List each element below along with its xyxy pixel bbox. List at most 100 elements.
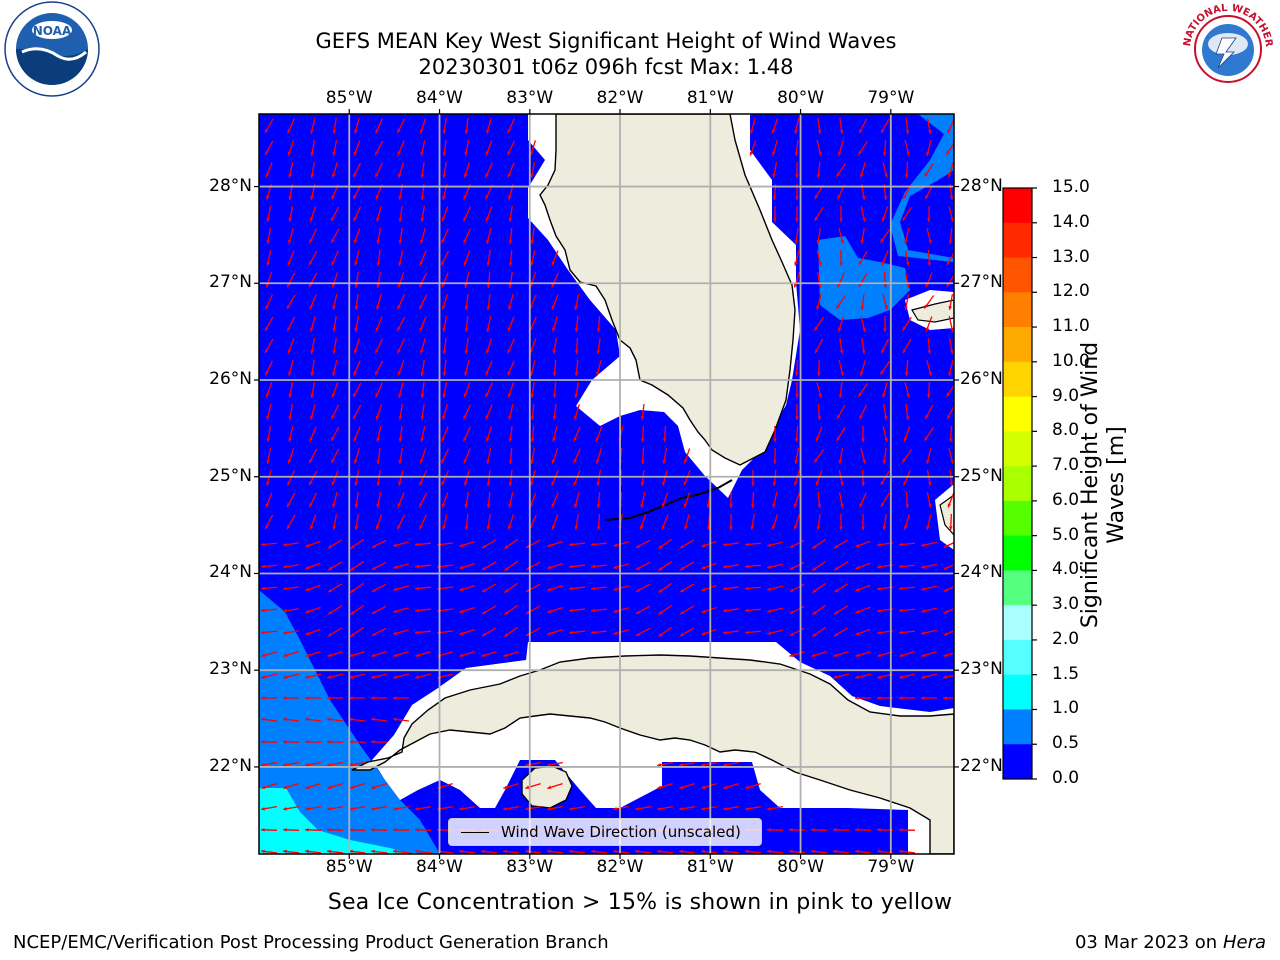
wave-arrow-head xyxy=(793,525,798,530)
wave-arrow-head xyxy=(376,262,381,266)
wave-arrow-head xyxy=(327,717,331,722)
lon-label-bottom: 83°W xyxy=(506,857,554,877)
wave-arrow-head xyxy=(420,196,425,200)
wave-arrow-head xyxy=(353,415,357,420)
wave-arrow-head xyxy=(525,849,529,854)
wave-arrow-head xyxy=(353,349,358,354)
lat-label-left: 26°N xyxy=(209,369,252,389)
wave-arrow-head xyxy=(795,416,799,420)
wave-arrow-head xyxy=(371,806,375,811)
wave-arrow-head xyxy=(442,195,446,200)
wave-arrow-head xyxy=(507,151,511,156)
lon-label-bottom: 80°W xyxy=(777,857,825,877)
wave-arrow-head xyxy=(772,482,777,486)
wave-arrow-head xyxy=(283,586,287,591)
wave-arrow-head xyxy=(331,261,335,266)
colorbar-tick-label: 0.0 xyxy=(1052,768,1080,788)
wave-arrow-head xyxy=(948,240,953,244)
wave-arrow-head xyxy=(309,459,313,464)
wave-arrow-head xyxy=(415,653,420,658)
wave-arrow-head xyxy=(551,305,556,310)
wave-arrow-head xyxy=(812,545,817,549)
wave-arrow-head xyxy=(551,283,555,288)
wave-arrow-head xyxy=(441,481,445,486)
wave-arrow-head xyxy=(353,371,357,376)
wave-arrow-head xyxy=(327,740,331,744)
lat-label-left: 27°N xyxy=(209,272,252,293)
wave-arrow-head xyxy=(816,240,821,244)
wave-arrow-head xyxy=(926,394,931,398)
wave-arrow-head xyxy=(596,482,601,486)
wave-arrow-head xyxy=(839,526,843,530)
wave-arrow-head xyxy=(833,849,837,854)
wave-arrow-head xyxy=(305,609,310,614)
wave-arrow-head xyxy=(265,525,269,530)
lon-label-top: 80°W xyxy=(777,88,825,108)
wave-arrow-head xyxy=(833,653,838,658)
wave-arrow-head xyxy=(486,327,490,332)
wave-arrow-head xyxy=(883,328,887,332)
wave-arrow-head xyxy=(486,482,491,486)
wave-arrow-head xyxy=(569,542,573,547)
wave-arrow-head xyxy=(350,545,355,549)
wave-arrow-head xyxy=(861,438,865,442)
wave-arrow-head xyxy=(327,806,331,811)
wave-arrow-head xyxy=(793,503,798,508)
wave-arrow-head xyxy=(613,609,618,613)
wave-arrow-head xyxy=(657,849,661,854)
wave-arrow-head xyxy=(880,370,885,375)
wave-arrow-head xyxy=(596,504,601,508)
wave-arrow-head xyxy=(530,173,534,178)
wave-arrow-head xyxy=(327,828,331,832)
wave-arrow-head xyxy=(375,349,379,354)
wave-arrow-head xyxy=(287,481,291,486)
wave-arrow-head xyxy=(508,262,513,266)
colorbar-swatch xyxy=(1003,257,1032,293)
colorbar-swatch xyxy=(1003,674,1032,710)
wave-arrow-head xyxy=(530,438,535,442)
wave-arrow-head xyxy=(858,260,863,265)
wave-arrow-head xyxy=(397,525,401,530)
wave-arrow-head xyxy=(393,675,398,679)
wave-arrow-head xyxy=(836,172,840,177)
wave-arrow-head xyxy=(729,526,733,530)
wave-arrow-head xyxy=(928,239,932,244)
wave-arrow-head xyxy=(789,828,793,832)
wave-arrow-head xyxy=(507,129,511,134)
wave-arrow-head xyxy=(950,459,954,464)
wave-arrow-head xyxy=(795,394,799,398)
wave-arrow-head xyxy=(353,393,357,398)
wave-arrow-head xyxy=(818,261,822,266)
wave-arrow-head xyxy=(485,349,490,354)
lon-label-bottom: 85°W xyxy=(325,857,373,877)
wave-arrow-head xyxy=(327,675,332,679)
footer-date: 03 Mar 2023 on Hera xyxy=(1075,932,1266,953)
wave-arrow-head xyxy=(723,806,727,811)
wave-arrow-head xyxy=(485,151,490,156)
wave-arrow-head xyxy=(287,459,292,464)
wave-arrow-head xyxy=(529,151,534,156)
wave-arrow-head xyxy=(701,565,706,570)
wave-arrow-head xyxy=(350,567,355,571)
lon-label-bottom: 84°W xyxy=(416,857,463,877)
wave-arrow-head xyxy=(442,372,447,376)
wave-arrow-head xyxy=(839,262,843,266)
wave-arrow-head xyxy=(861,350,866,354)
wave-arrow-head xyxy=(793,283,798,288)
wave-arrow-head xyxy=(925,327,930,332)
wave-arrow-head xyxy=(504,633,509,637)
wave-arrow-head xyxy=(486,526,491,530)
wave-arrow-head xyxy=(459,653,464,658)
wave-arrow-head xyxy=(795,218,799,222)
wave-arrow-head xyxy=(569,806,573,811)
wave-arrow-head xyxy=(441,503,446,508)
wave-arrow-head xyxy=(261,806,265,811)
wave-arrow-head xyxy=(328,566,333,571)
colorbar-tick-label: 3.0 xyxy=(1052,594,1080,615)
wave-arrow-head xyxy=(459,806,463,811)
wave-arrow-head xyxy=(855,653,860,658)
wave-arrow-head xyxy=(397,503,402,508)
wave-arrow-head xyxy=(371,588,376,592)
colorbar-tick-label: 15.0 xyxy=(1052,177,1090,197)
wave-arrow-head xyxy=(837,151,842,156)
